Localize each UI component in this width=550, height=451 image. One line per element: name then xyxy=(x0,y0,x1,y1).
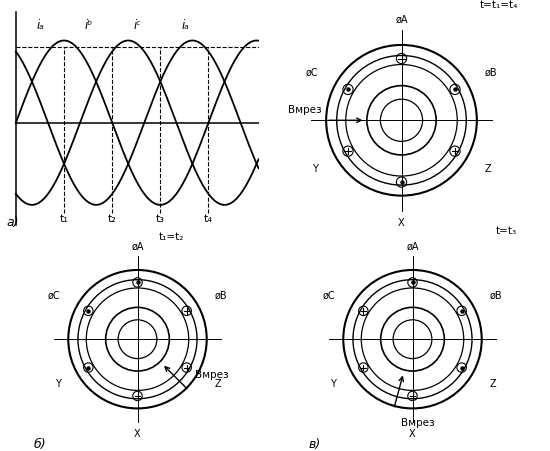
Text: iₐ: iₐ xyxy=(182,18,190,32)
Text: øA: øA xyxy=(395,15,408,25)
Text: X: X xyxy=(398,217,405,227)
Text: t₁=t₂: t₁=t₂ xyxy=(158,231,184,241)
Text: t₁: t₁ xyxy=(59,214,68,224)
Text: б): б) xyxy=(34,437,46,451)
Text: Y: Y xyxy=(312,164,318,174)
Text: t=t₁=t₄: t=t₁=t₄ xyxy=(480,0,518,10)
Text: øA: øA xyxy=(406,241,419,251)
Text: t₂: t₂ xyxy=(108,214,117,224)
Text: Z: Z xyxy=(489,379,496,389)
Text: Z: Z xyxy=(214,379,221,389)
Text: iₐ: iₐ xyxy=(36,18,44,32)
Text: Bмрез: Bмрез xyxy=(195,369,228,379)
Text: Y: Y xyxy=(55,379,61,389)
Text: t=t₃: t=t₃ xyxy=(495,226,516,236)
Text: в): в) xyxy=(309,437,321,451)
Text: a): a) xyxy=(7,216,19,228)
Text: Y: Y xyxy=(330,379,336,389)
Text: Bмрез: Bмрез xyxy=(288,105,322,115)
Text: øB: øB xyxy=(489,290,502,300)
Text: øC: øC xyxy=(323,290,336,300)
Text: X: X xyxy=(409,428,416,438)
Text: iᵇ: iᵇ xyxy=(85,18,93,32)
Text: Z: Z xyxy=(485,164,492,174)
Text: øB: øB xyxy=(214,290,227,300)
Text: øB: øB xyxy=(485,68,498,78)
Text: iᶜ: iᶜ xyxy=(134,18,141,32)
Text: øC: øC xyxy=(48,290,61,300)
Text: Bмрез: Bмрез xyxy=(402,417,435,427)
Text: øC: øC xyxy=(305,68,318,78)
Text: t₃: t₃ xyxy=(156,214,165,224)
Text: t₄: t₄ xyxy=(204,214,213,224)
Text: X: X xyxy=(134,428,141,438)
Text: øA: øA xyxy=(131,241,144,251)
